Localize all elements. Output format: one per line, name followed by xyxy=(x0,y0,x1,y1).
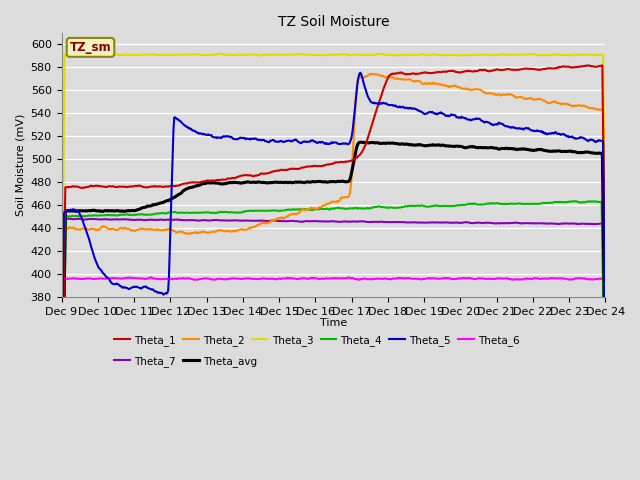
Theta_1 xyxy=(124,184,131,190)
Theta_6 xyxy=(208,276,216,282)
Line: Theta_5: Theta_5 xyxy=(61,72,605,436)
Theta_6 xyxy=(416,276,424,282)
Theta_avg xyxy=(68,208,76,214)
Theta_6 xyxy=(124,275,131,281)
Theta_avg xyxy=(179,189,186,194)
Theta_1 xyxy=(68,184,76,190)
Theta_6 xyxy=(68,276,76,281)
Theta_5 xyxy=(207,132,215,138)
Theta_1 xyxy=(399,71,407,76)
X-axis label: Time: Time xyxy=(320,318,347,328)
Line: Theta_2: Theta_2 xyxy=(61,74,605,480)
Theta_avg xyxy=(401,141,408,147)
Theta_1 xyxy=(179,181,186,187)
Theta_avg xyxy=(602,382,609,388)
Theta_avg xyxy=(124,208,131,214)
Theta_4 xyxy=(179,210,186,216)
Theta_7 xyxy=(602,412,609,418)
Theta_7 xyxy=(416,220,424,226)
Theta_3 xyxy=(179,52,186,58)
Theta_1 xyxy=(207,178,215,183)
Title: TZ Soil Moisture: TZ Soil Moisture xyxy=(278,15,389,29)
Theta_7 xyxy=(68,216,76,222)
Theta_6 xyxy=(401,276,408,281)
Theta_4 xyxy=(570,198,577,204)
Theta_5 xyxy=(179,120,186,126)
Theta_avg xyxy=(416,142,424,147)
Line: Theta_4: Theta_4 xyxy=(61,201,605,475)
Theta_4 xyxy=(399,204,407,210)
Line: Theta_1: Theta_1 xyxy=(61,65,605,460)
Theta_6 xyxy=(179,275,187,281)
Theta_1 xyxy=(415,71,423,76)
Line: Theta_3: Theta_3 xyxy=(61,54,605,394)
Theta_2 xyxy=(401,77,408,83)
Theta_3 xyxy=(216,51,224,57)
Theta_5 xyxy=(68,207,76,213)
Theta_5 xyxy=(356,70,364,75)
Theta_6 xyxy=(147,275,155,280)
Theta_avg xyxy=(207,180,215,186)
Theta_7 xyxy=(66,216,74,222)
Theta_2 xyxy=(124,226,131,231)
Line: Theta_6: Theta_6 xyxy=(61,277,605,480)
Theta_3 xyxy=(401,52,408,58)
Theta_3 xyxy=(416,52,424,58)
Theta_avg xyxy=(356,139,364,145)
Theta_3 xyxy=(58,391,65,396)
Theta_2 xyxy=(602,340,609,346)
Theta_7 xyxy=(401,219,408,225)
Theta_avg xyxy=(58,469,65,475)
Theta_2 xyxy=(68,225,76,231)
Legend: Theta_7, Theta_avg: Theta_7, Theta_avg xyxy=(110,352,261,371)
Theta_7 xyxy=(124,216,132,222)
Theta_4 xyxy=(68,213,76,219)
Theta_5 xyxy=(124,285,131,291)
Theta_1 xyxy=(58,457,65,463)
Theta_7 xyxy=(208,217,216,223)
Theta_3 xyxy=(124,52,131,58)
Theta_5 xyxy=(58,433,65,439)
Theta_2 xyxy=(368,71,376,77)
Theta_3 xyxy=(207,52,215,58)
Line: Theta_avg: Theta_avg xyxy=(61,142,605,472)
Text: TZ_sm: TZ_sm xyxy=(70,41,111,54)
Theta_5 xyxy=(416,108,424,114)
Y-axis label: Soil Moisture (mV): Soil Moisture (mV) xyxy=(15,114,25,216)
Theta_4 xyxy=(124,212,131,217)
Theta_2 xyxy=(58,478,65,480)
Theta_7 xyxy=(179,217,187,223)
Theta_4 xyxy=(415,203,423,209)
Theta_6 xyxy=(602,446,609,452)
Theta_3 xyxy=(602,306,609,312)
Theta_2 xyxy=(207,229,215,235)
Theta_4 xyxy=(602,420,609,426)
Theta_4 xyxy=(207,210,215,216)
Theta_2 xyxy=(416,79,424,84)
Theta_7 xyxy=(58,473,65,479)
Theta_2 xyxy=(179,229,186,235)
Theta_5 xyxy=(602,393,609,398)
Theta_3 xyxy=(68,52,76,58)
Theta_1 xyxy=(602,330,609,336)
Theta_1 xyxy=(598,62,606,68)
Theta_4 xyxy=(58,472,65,478)
Line: Theta_7: Theta_7 xyxy=(61,219,605,476)
Theta_5 xyxy=(401,105,408,110)
